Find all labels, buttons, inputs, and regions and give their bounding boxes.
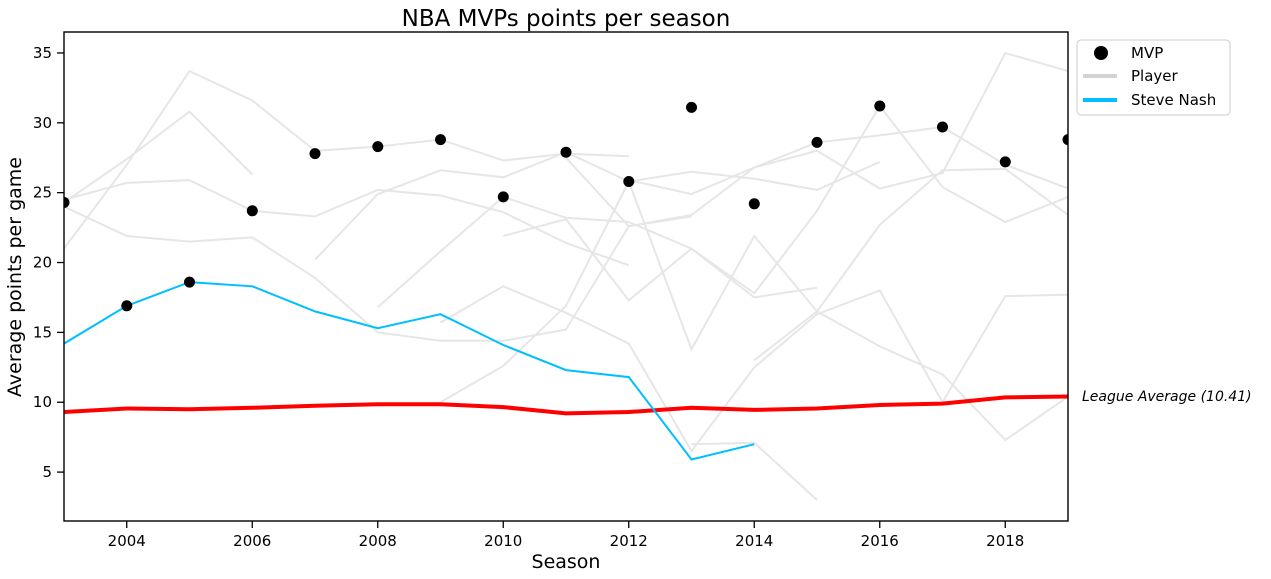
x-tick-label: 2012 <box>610 532 648 550</box>
player-line <box>64 205 692 342</box>
mvp-point <box>435 134 446 146</box>
mvp-point <box>874 100 886 112</box>
x-tick-label: 2010 <box>484 532 522 550</box>
x-tick-label: 2014 <box>735 532 773 550</box>
mvp-point <box>686 101 697 113</box>
steve-nash-layer <box>64 281 755 461</box>
x-axis-label: Season <box>532 551 601 573</box>
y-axis-ticks: 5 10 15 20 25 30 35 <box>33 44 64 481</box>
steve-nash-line <box>64 281 755 461</box>
legend: MVP Player Steve Nash <box>1076 39 1231 116</box>
x-tick-label: 2016 <box>861 532 899 550</box>
player-line <box>439 285 1068 453</box>
league-average-annotation: League Average (10.41) <box>1082 389 1252 405</box>
player-line <box>64 179 630 267</box>
player-line <box>503 104 1068 302</box>
player-line <box>64 110 254 204</box>
plot-area: 2004 2006 2008 2010 2012 2014 2016 2018 5 10 15 20… <box>33 31 1069 550</box>
x-tick-label: 2006 <box>233 532 271 550</box>
x-axis-ticks: 2004 2006 2008 2010 2012 2014 2016 2018 <box>108 521 1024 550</box>
legend-mvp-label: MVP <box>1131 44 1163 62</box>
player-line <box>753 167 1068 362</box>
y-tick-label: 35 <box>33 44 52 62</box>
chart-title: NBA MVPs points per season <box>402 6 731 32</box>
x-tick-label: 2018 <box>986 532 1024 550</box>
mvp-point <box>497 191 509 203</box>
mvp-point <box>64 197 70 208</box>
player-line <box>377 195 818 308</box>
legend-box <box>1076 39 1231 116</box>
x-tick-label: 2004 <box>108 532 146 550</box>
legend-steve-nash-label: Steve Nash <box>1131 91 1216 109</box>
player-line <box>314 151 881 261</box>
y-tick-label: 15 <box>33 323 52 341</box>
mvp-point <box>811 136 823 148</box>
y-tick-label: 25 <box>33 184 52 202</box>
mvp-point <box>372 141 384 153</box>
mvp-point <box>560 146 572 158</box>
y-tick-label: 10 <box>33 393 52 411</box>
y-tick-label: 20 <box>33 254 52 272</box>
mvp-point <box>121 300 133 312</box>
league-average-layer <box>64 394 1068 416</box>
legend-player-label: Player <box>1131 67 1179 85</box>
mvp-point <box>937 121 948 133</box>
y-axis-label: Average points per game <box>4 157 26 397</box>
mvp-point <box>309 148 321 160</box>
player-line <box>628 125 1068 196</box>
player-line <box>64 69 629 250</box>
y-tick-label: 30 <box>33 114 52 132</box>
player-line <box>565 51 1068 228</box>
mvp-points-layer <box>64 100 1068 312</box>
mvp-point <box>748 198 760 210</box>
legend-mvp-marker <box>1094 46 1108 60</box>
mvp-point <box>1062 134 1068 146</box>
x-tick-label: 2008 <box>359 532 397 550</box>
player-line <box>691 441 818 501</box>
y-tick-label: 5 <box>42 463 52 481</box>
mvp-point <box>623 176 635 187</box>
plot-frame <box>63 31 1069 522</box>
mvp-point <box>246 205 258 217</box>
mvp-point <box>184 276 195 288</box>
player-line <box>439 179 1068 442</box>
league-average-line <box>64 394 1068 416</box>
mvp-point <box>999 156 1011 168</box>
player-lines <box>64 51 1068 501</box>
